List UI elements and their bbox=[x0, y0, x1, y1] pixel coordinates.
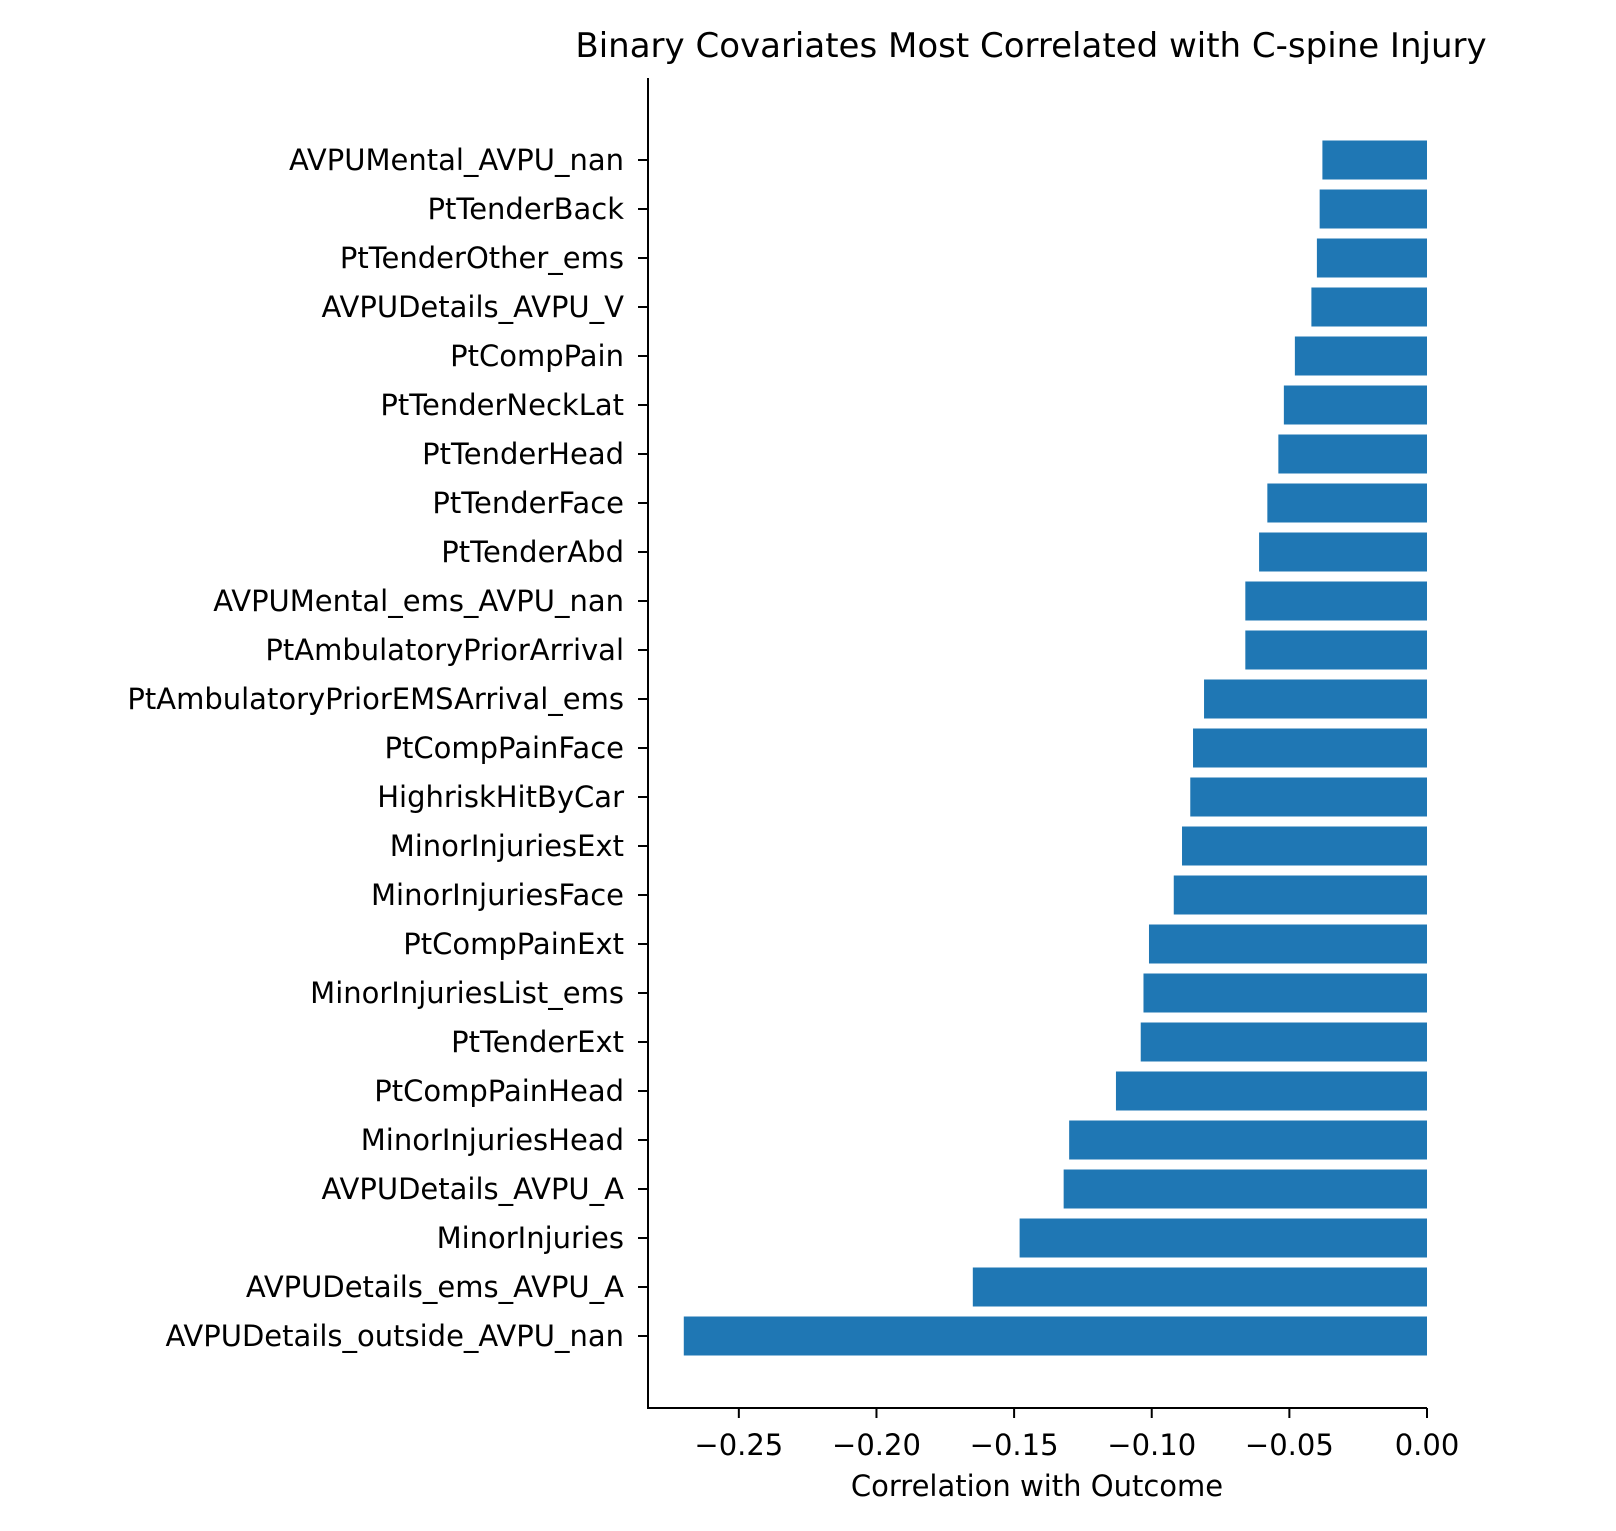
y-tick-label: PtTenderAbd bbox=[441, 535, 624, 569]
y-tick-label: MinorInjuriesExt bbox=[390, 829, 624, 863]
y-tick-label: PtAmbulatoryPriorEMSArrival_ems bbox=[127, 682, 624, 716]
bar bbox=[1190, 777, 1427, 817]
bar bbox=[1283, 385, 1427, 425]
x-tick-label: −0.05 bbox=[1245, 1428, 1334, 1462]
y-tick-label: AVPUDetails_AVPU_V bbox=[322, 290, 625, 324]
bar bbox=[1294, 336, 1427, 376]
x-tick-label: 0.00 bbox=[1395, 1428, 1460, 1462]
x-ticks: −0.25 −0.20 −0.15 −0.10 −0.05 0.00 bbox=[694, 1408, 1459, 1462]
y-tick-label: AVPUMental_ems_AVPU_nan bbox=[213, 584, 624, 618]
bar bbox=[1019, 1218, 1427, 1258]
bar bbox=[1245, 630, 1427, 670]
chart-title: Binary Covariates Most Correlated with C… bbox=[575, 26, 1486, 66]
x-tick-label: −0.10 bbox=[1107, 1428, 1196, 1462]
bar bbox=[1148, 924, 1427, 964]
bar bbox=[1143, 973, 1427, 1013]
bar bbox=[1069, 1120, 1427, 1160]
bar bbox=[1204, 679, 1427, 719]
bar bbox=[683, 1316, 1427, 1356]
y-tick-label: MinorInjuriesHead bbox=[361, 1123, 624, 1157]
bar bbox=[1267, 483, 1427, 523]
bar bbox=[1063, 1169, 1427, 1209]
bar bbox=[1182, 826, 1427, 866]
x-axis-label: Correlation with Outcome bbox=[851, 1469, 1223, 1503]
y-tick-label: PtTenderFace bbox=[432, 486, 624, 520]
bar bbox=[1115, 1071, 1427, 1111]
bar bbox=[1245, 581, 1427, 621]
y-tick-label: PtAmbulatoryPriorArrival bbox=[265, 633, 624, 667]
bar bbox=[972, 1267, 1427, 1307]
y-tick-label: MinorInjuries bbox=[437, 1221, 624, 1255]
y-tick-label: PtTenderNeckLat bbox=[380, 388, 624, 422]
bar bbox=[1319, 189, 1427, 229]
bar bbox=[1311, 287, 1427, 327]
y-tick-label: AVPUDetails_ems_AVPU_A bbox=[246, 1270, 624, 1304]
bar bbox=[1322, 140, 1427, 180]
y-tick-label: AVPUDetails_outside_AVPU_nan bbox=[165, 1319, 624, 1353]
y-tick-label: PtCompPain bbox=[450, 339, 624, 373]
y-tick-label: PtTenderBack bbox=[428, 192, 625, 226]
x-tick-label: −0.20 bbox=[832, 1428, 921, 1462]
y-tick-label: AVPUDetails_AVPU_A bbox=[322, 1172, 625, 1206]
y-tick-label: HighriskHitByCar bbox=[377, 780, 624, 814]
y-tick-label: PtCompPainExt bbox=[403, 927, 624, 961]
y-tick-label: AVPUMental_AVPU_nan bbox=[289, 143, 624, 177]
bar bbox=[1316, 238, 1427, 278]
bar bbox=[1278, 434, 1427, 474]
y-tick-label: MinorInjuriesFace bbox=[371, 878, 624, 912]
bar bbox=[1173, 875, 1427, 915]
x-tick-label: −0.25 bbox=[694, 1428, 783, 1462]
y-tick-labels: AVPUMental_AVPU_nan PtTenderBack PtTenderO… bbox=[127, 143, 648, 1353]
bar bbox=[1193, 728, 1427, 768]
y-tick-label: PtCompPainFace bbox=[385, 731, 624, 765]
bar bbox=[1140, 1022, 1427, 1062]
x-tick-label: −0.15 bbox=[970, 1428, 1059, 1462]
y-tick-label: PtTenderHead bbox=[422, 437, 624, 471]
bar bbox=[1259, 532, 1427, 572]
bars-layer bbox=[683, 140, 1427, 1356]
y-tick-label: PtTenderOther_ems bbox=[340, 241, 624, 275]
y-tick-label: MinorInjuriesList_ems bbox=[310, 976, 624, 1010]
y-tick-label: PtCompPainHead bbox=[374, 1074, 624, 1108]
y-tick-label: PtTenderExt bbox=[451, 1025, 624, 1059]
